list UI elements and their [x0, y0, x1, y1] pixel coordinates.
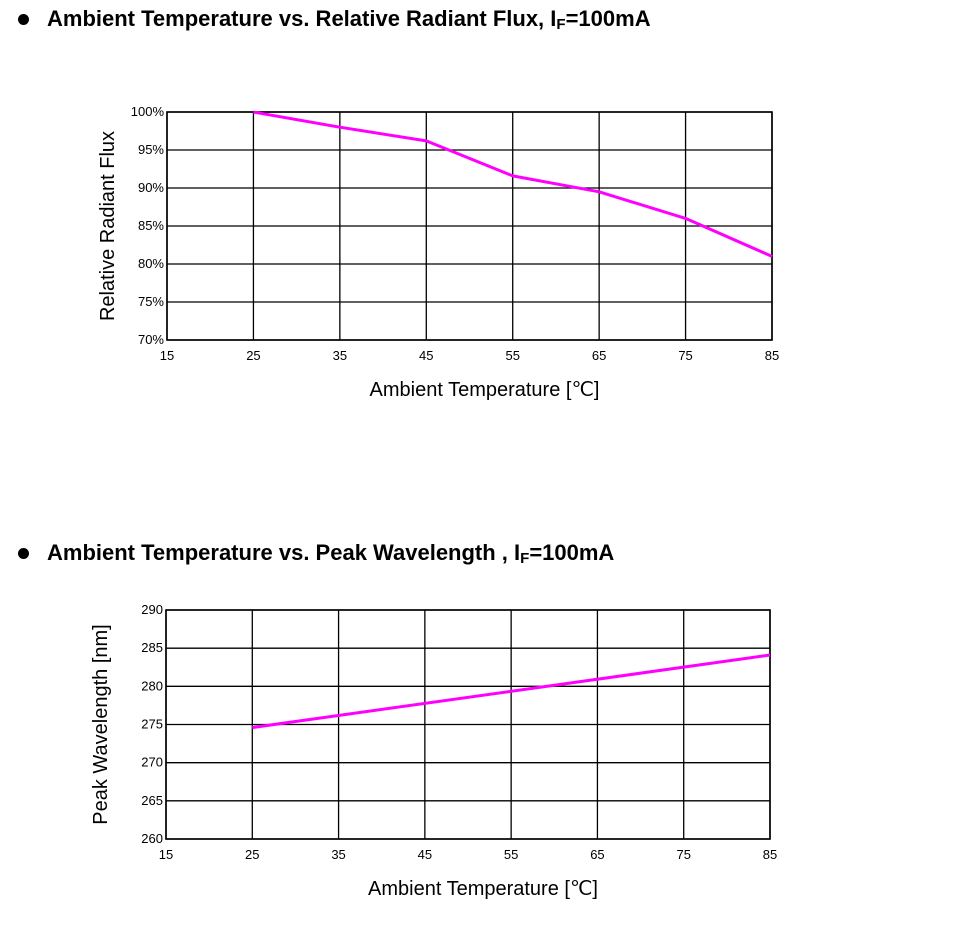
x-axis-title: Ambient Temperature [℃]	[370, 379, 600, 401]
x-tick-label: 45	[418, 847, 432, 862]
x-tick-label: 55	[505, 348, 519, 363]
x-tick-label: 15	[159, 847, 173, 862]
x-tick-label: 75	[676, 847, 690, 862]
y-tick-label: 270	[141, 755, 163, 770]
y-tick-label: 100%	[131, 104, 165, 119]
y-tick-label: 265	[141, 793, 163, 808]
x-tick-label: 85	[765, 348, 779, 363]
y-tick-label: 290	[141, 602, 163, 617]
y-tick-label: 90%	[138, 180, 164, 195]
y-axis-title: Relative Radiant Flux	[97, 131, 119, 321]
y-tick-label: 70%	[138, 332, 164, 347]
series-line	[253, 110, 773, 258]
x-tick-label: 65	[590, 847, 604, 862]
y-axis-title: Peak Wavelength [nm]	[90, 624, 112, 824]
x-tick-label: 35	[333, 348, 347, 363]
bullet-icon	[18, 13, 29, 25]
y-tick-label: 260	[141, 831, 163, 846]
plot-frame	[165, 609, 771, 840]
x-tick-label: 65	[592, 348, 606, 363]
x-tick-label: 45	[419, 348, 433, 363]
chart-title-suffix: =100mA	[529, 540, 615, 565]
peak-wavelength-chart: 15 25 35 45 55 65 75 85 260 265 270 275 280 285 290 Amb…	[90, 602, 777, 900]
x-tick-label: 85	[763, 847, 777, 862]
y-tick-label: 75%	[138, 294, 164, 309]
x-tick-label: 75	[678, 348, 692, 363]
chart-title-subscript: F	[520, 549, 530, 567]
chart-title-text: Ambient Temperature vs. Relative Radiant…	[47, 6, 557, 31]
chart-title: Ambient Temperature vs. Peak Wavelength …	[18, 540, 615, 567]
y-tick-label: 275	[141, 717, 163, 732]
bullet-icon	[18, 547, 29, 559]
y-tick-label: 95%	[138, 142, 164, 157]
x-tick-label: 35	[331, 847, 345, 862]
plot-frame	[166, 111, 773, 341]
y-tick-label: 85%	[138, 218, 164, 233]
chart-title-text: Ambient Temperature vs. Peak Wavelength …	[47, 540, 521, 565]
x-tick-label: 25	[246, 348, 260, 363]
x-tick-label: 25	[245, 847, 259, 862]
x-tick-label: 15	[160, 348, 174, 363]
chart-title: Ambient Temperature vs. Relative Radiant…	[18, 6, 651, 33]
x-tick-label: 55	[504, 847, 518, 862]
x-axis-title: Ambient Temperature [℃]	[368, 878, 598, 900]
y-tick-label: 80%	[138, 256, 164, 271]
series-line	[252, 653, 771, 730]
chart-title-suffix: =100mA	[565, 6, 651, 31]
y-tick-label: 285	[141, 640, 163, 655]
chart-title-subscript: F	[556, 15, 566, 33]
y-tick-label: 280	[141, 678, 163, 693]
relative-flux-chart: 15 25 35 45 55 65 75 85 70% 75% 80% 85% 90% 95% 100% Am…	[97, 104, 779, 401]
